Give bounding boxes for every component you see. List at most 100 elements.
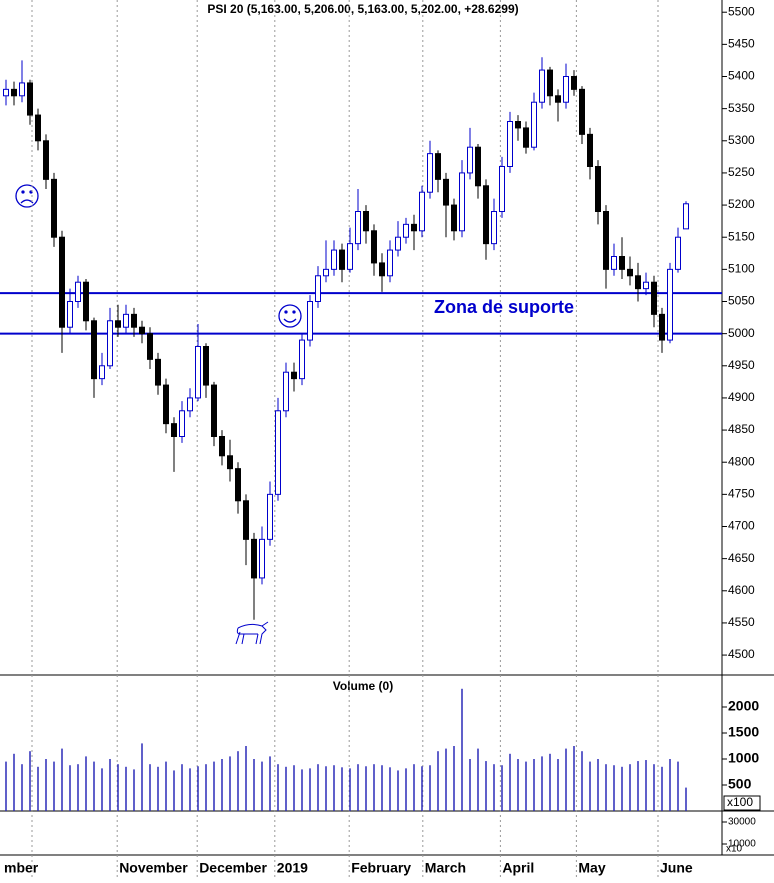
x-tick-label: May <box>578 860 605 876</box>
sad-face <box>15 184 39 208</box>
y-tick-label: 4600 <box>728 583 755 597</box>
candle-body <box>35 114 41 142</box>
candle-body <box>91 320 97 380</box>
candle-body <box>299 339 305 380</box>
candle-body <box>515 121 521 129</box>
candle-body <box>323 268 329 277</box>
y-tick-label: 4650 <box>728 551 755 565</box>
y-tick-label: 4500 <box>728 647 755 661</box>
candle-body <box>475 146 481 187</box>
candle-body <box>387 249 393 277</box>
y-tick-label: 5150 <box>728 229 755 243</box>
x-tick-label: November <box>119 860 188 876</box>
x-tick-label: February <box>351 860 411 876</box>
candle-body <box>59 236 65 328</box>
candle-body <box>19 82 25 97</box>
candle-body <box>587 133 593 168</box>
candle-body <box>163 384 169 425</box>
candle-body <box>219 436 225 457</box>
candle-body <box>523 127 529 148</box>
candle-body <box>395 236 401 251</box>
candle-body <box>667 268 673 341</box>
y-tick-label: 4900 <box>728 390 755 404</box>
candle-body <box>499 166 505 212</box>
y-tick-label: 5200 <box>728 197 755 211</box>
y-tick-label: 1000 <box>728 750 759 766</box>
candle-body <box>355 211 361 245</box>
candle-body <box>51 178 57 238</box>
candle-body <box>283 371 289 412</box>
candle-body <box>11 88 17 97</box>
candle-body <box>659 313 665 341</box>
candle-body <box>195 346 201 399</box>
candle-body <box>547 69 553 97</box>
candle-body <box>571 76 577 90</box>
candle-body <box>203 346 209 386</box>
candle-body <box>331 249 337 270</box>
candle-body <box>67 301 73 328</box>
x-tick-label: mber <box>4 860 39 876</box>
candle-body <box>379 262 385 277</box>
x-tick-label: June <box>660 860 693 876</box>
candle-body <box>643 281 649 290</box>
candle-body <box>83 281 89 322</box>
candle-body <box>171 423 177 437</box>
candle-body <box>411 223 417 232</box>
y-tick-label: 4550 <box>728 615 755 629</box>
y-tick-label: 5300 <box>728 133 755 147</box>
y-tick-label: 5450 <box>728 37 755 51</box>
x-tick-label: 2019 <box>277 860 308 876</box>
candle-body <box>75 281 81 303</box>
candle-body <box>467 146 473 174</box>
candle-body <box>491 211 497 245</box>
candle-body <box>139 326 145 335</box>
candle-body <box>235 468 241 502</box>
candle-body <box>107 320 113 367</box>
candle-body <box>43 140 49 180</box>
unit-box <box>723 795 761 811</box>
candle-body <box>3 88 9 97</box>
candle-body <box>243 500 249 540</box>
y-tick-label: 30000 <box>728 817 756 828</box>
candle-body <box>147 333 153 360</box>
y-tick-label: 5500 <box>728 4 755 18</box>
y-tick-label: 2000 <box>728 698 759 714</box>
candle-body <box>371 230 377 264</box>
y-tick-label: 500 <box>728 776 752 792</box>
candle-body <box>403 223 409 238</box>
y-tick-label: 1500 <box>728 724 759 740</box>
candle-body <box>451 204 457 232</box>
candle-body <box>347 243 353 270</box>
y-tick-label: 5050 <box>728 294 755 308</box>
volume-title: Volume (0) <box>333 679 393 693</box>
candle-body <box>483 185 489 245</box>
candle-body <box>251 538 257 579</box>
x-tick-label: March <box>425 860 466 876</box>
candle-body <box>419 191 425 232</box>
candle-body <box>459 172 465 232</box>
candle-body <box>619 256 625 270</box>
candle-body <box>99 365 105 380</box>
candle-body <box>211 384 217 438</box>
candle-body <box>363 211 369 232</box>
y-tick-label: 5250 <box>728 165 755 179</box>
chart-title: PSI 20 (5,163.00, 5,206.00, 5,163.00, 5,… <box>207 2 518 16</box>
candle-body <box>595 166 601 212</box>
candle-body <box>123 313 129 328</box>
candle-body <box>555 95 561 103</box>
y-tick-label: 4850 <box>728 422 755 436</box>
candle-body <box>115 320 121 328</box>
candle-body <box>259 538 265 579</box>
y-tick-label: 4950 <box>728 358 755 372</box>
candle-body <box>635 275 641 290</box>
candle-body <box>675 236 681 270</box>
candle-body <box>611 256 617 270</box>
lower-unit: x10 <box>726 844 743 855</box>
y-tick-label: 5000 <box>728 326 755 340</box>
candle-body <box>627 268 633 277</box>
candle-body <box>443 178 449 206</box>
y-tick-label: 4750 <box>728 487 755 501</box>
y-tick-label: 5350 <box>728 101 755 115</box>
bull-icon <box>235 621 269 645</box>
candle-body <box>531 101 537 148</box>
